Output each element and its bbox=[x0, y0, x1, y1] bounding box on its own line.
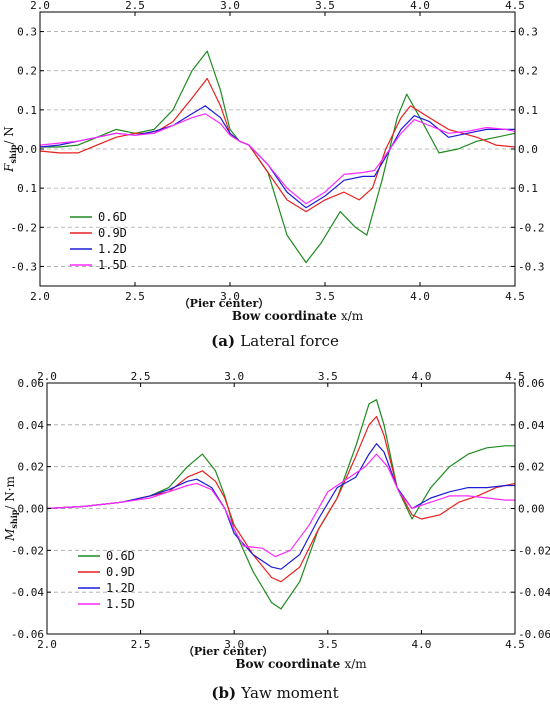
pier-center-note: （Pier center） bbox=[179, 297, 270, 310]
series-line-0.9D bbox=[39, 77, 516, 213]
y-tick-label-left: 0.06 bbox=[18, 377, 45, 390]
y-tick-label-left: 0.1 bbox=[17, 104, 37, 117]
series-line-0.9D bbox=[46, 415, 516, 583]
x-tick-label-bottom: 4.0 bbox=[410, 290, 430, 303]
y-tick-label-left: 0.1 bbox=[17, 182, 37, 195]
x-tick-label-bottom: 2.5 bbox=[131, 638, 151, 651]
x-tick-label-bottom: 4.5 bbox=[505, 290, 525, 303]
y-tick-label-left: 0.3 bbox=[17, 26, 37, 39]
x-tick-label-bottom: 2.0 bbox=[37, 638, 57, 651]
y-tick-label-right: -0.06 bbox=[518, 628, 550, 641]
series-line-0.6D bbox=[46, 399, 515, 610]
x-tick-label-top: 4.5 bbox=[505, 370, 525, 383]
x-tick-label-bottom: 4.5 bbox=[505, 638, 525, 651]
x-tick-label-top: 3.0 bbox=[220, 0, 240, 12]
chart-panel-b: 2.02.02.52.53.03.03.53.54.04.04.54.50.06… bbox=[3, 370, 550, 702]
figure-caption: (b) Yaw moment bbox=[211, 684, 338, 702]
legend-label-0.6D: 0.6D bbox=[106, 549, 135, 563]
x-tick-label-bottom: 3.5 bbox=[318, 638, 338, 651]
x-tick-label-bottom: 2.0 bbox=[30, 290, 50, 303]
series-line-1.2D bbox=[39, 105, 515, 209]
x-tick-label-bottom: 2.5 bbox=[125, 290, 145, 303]
y-tick-label-left: 0.02 bbox=[18, 461, 45, 474]
legend-label-1.5D: 1.5D bbox=[106, 597, 135, 611]
y-tick-label-right: -0.2 bbox=[518, 221, 545, 234]
series-line-1.2D bbox=[46, 443, 515, 570]
figure-caption: (a) Lateral force bbox=[211, 332, 339, 350]
legend-label-1.2D: 1.2D bbox=[106, 581, 135, 595]
y-tick-label-left: -0.02 bbox=[11, 544, 44, 557]
y-tick-label-right: -0.02 bbox=[518, 544, 550, 557]
y-tick-label-left: -0.3 bbox=[11, 260, 38, 273]
y-tick-label-left: 0.00 bbox=[18, 503, 45, 516]
x-tick-label-top: 2.0 bbox=[37, 370, 57, 383]
legend-label-0.9D: 0.9D bbox=[106, 565, 135, 579]
y-tick-label-left: 0.04 bbox=[18, 419, 45, 432]
y-tick-label-right: 0.02 bbox=[518, 461, 545, 474]
y-tick-label-right: 0.3 bbox=[518, 26, 538, 39]
x-tick-label-top: 2.5 bbox=[131, 370, 151, 383]
x-tick-label-top: 3.5 bbox=[318, 370, 338, 383]
y-tick-label-right: 0.06 bbox=[518, 377, 545, 390]
series-line-1.5D bbox=[46, 453, 515, 558]
legend-label-1.5D: 1.5D bbox=[98, 258, 127, 272]
y-tick-label-right: 0.0 bbox=[518, 143, 538, 156]
legend-label-0.6D: 0.6D bbox=[98, 210, 127, 224]
y-tick-label-left: -0.06 bbox=[11, 628, 44, 641]
x-tick-label-bottom: 3.0 bbox=[220, 290, 240, 303]
chart-panel-a: 2.0 2.0 2.5 2.5 3.0 3.0 3.5 3.5 4.0 4.0 4.5 4.5 0.3 0… bbox=[2, 0, 545, 350]
y-axis-label: Fship/ N bbox=[2, 126, 18, 173]
y-tick-label-left: 0.2 bbox=[17, 65, 37, 78]
x-tick-label-top: 2.0 bbox=[30, 0, 50, 12]
y-tick-label-right: 0.00 bbox=[518, 503, 545, 516]
x-tick-label-top: 4.0 bbox=[410, 0, 430, 12]
y-tick-label-right: 0.2 bbox=[518, 65, 538, 78]
legend-label-1.2D: 1.2D bbox=[98, 242, 127, 256]
x-tick-label-top: 3.5 bbox=[315, 0, 335, 12]
y-tick-label-right: -0.3 bbox=[518, 260, 545, 273]
y-tick-label-right: -0.04 bbox=[518, 586, 550, 599]
x-tick-label-bottom: 4.0 bbox=[411, 638, 431, 651]
legend-label-0.9D: 0.9D bbox=[98, 226, 127, 240]
y-tick-label-right: 0.04 bbox=[518, 419, 545, 432]
x-axis-label: Bow coordinate x/m bbox=[232, 309, 364, 323]
x-tick-label-top: 4.5 bbox=[505, 0, 525, 12]
y-tick-label-right: 0.1 bbox=[518, 104, 538, 117]
y-tick-label-right: 0.1 bbox=[518, 182, 538, 195]
pier-center-note: （Pier center） bbox=[183, 645, 274, 658]
x-tick-label-bottom: 3.5 bbox=[315, 290, 335, 303]
y-tick-label-left: 0.0 bbox=[17, 143, 37, 156]
y-axis-label: Mship/ N·m bbox=[3, 475, 19, 541]
y-tick-label-left: -0.04 bbox=[11, 586, 44, 599]
series-line-1.5D bbox=[39, 113, 516, 205]
x-tick-label-top: 2.5 bbox=[125, 0, 145, 12]
y-tick-label-left: -0.2 bbox=[11, 221, 38, 234]
x-tick-label-bottom: 3.0 bbox=[224, 638, 244, 651]
x-axis-label: Bow coordinate x/m bbox=[235, 657, 367, 671]
x-tick-label-top: 4.0 bbox=[411, 370, 431, 383]
x-tick-label-top: 3.0 bbox=[224, 370, 244, 383]
